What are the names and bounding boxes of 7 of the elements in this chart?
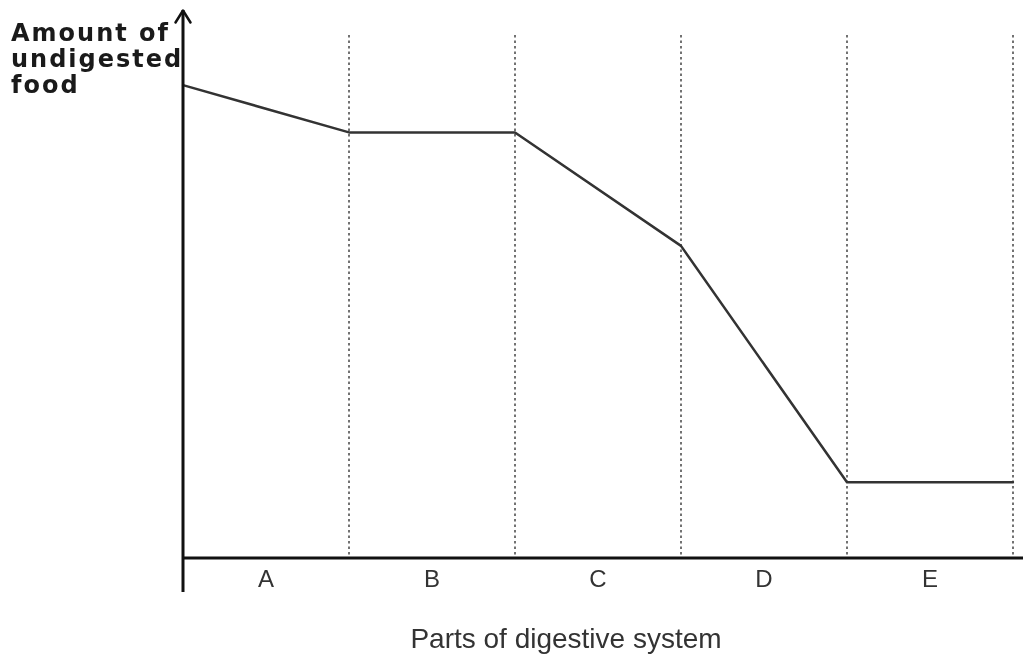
text: E [921,564,939,592]
y-axis-title: Amount of undigested food [11,19,185,99]
text: D [755,564,773,592]
x-axis-title: Parts of digestive system [410,623,722,654]
text: C [589,564,607,592]
text: B [423,564,441,592]
text: A [257,564,275,592]
